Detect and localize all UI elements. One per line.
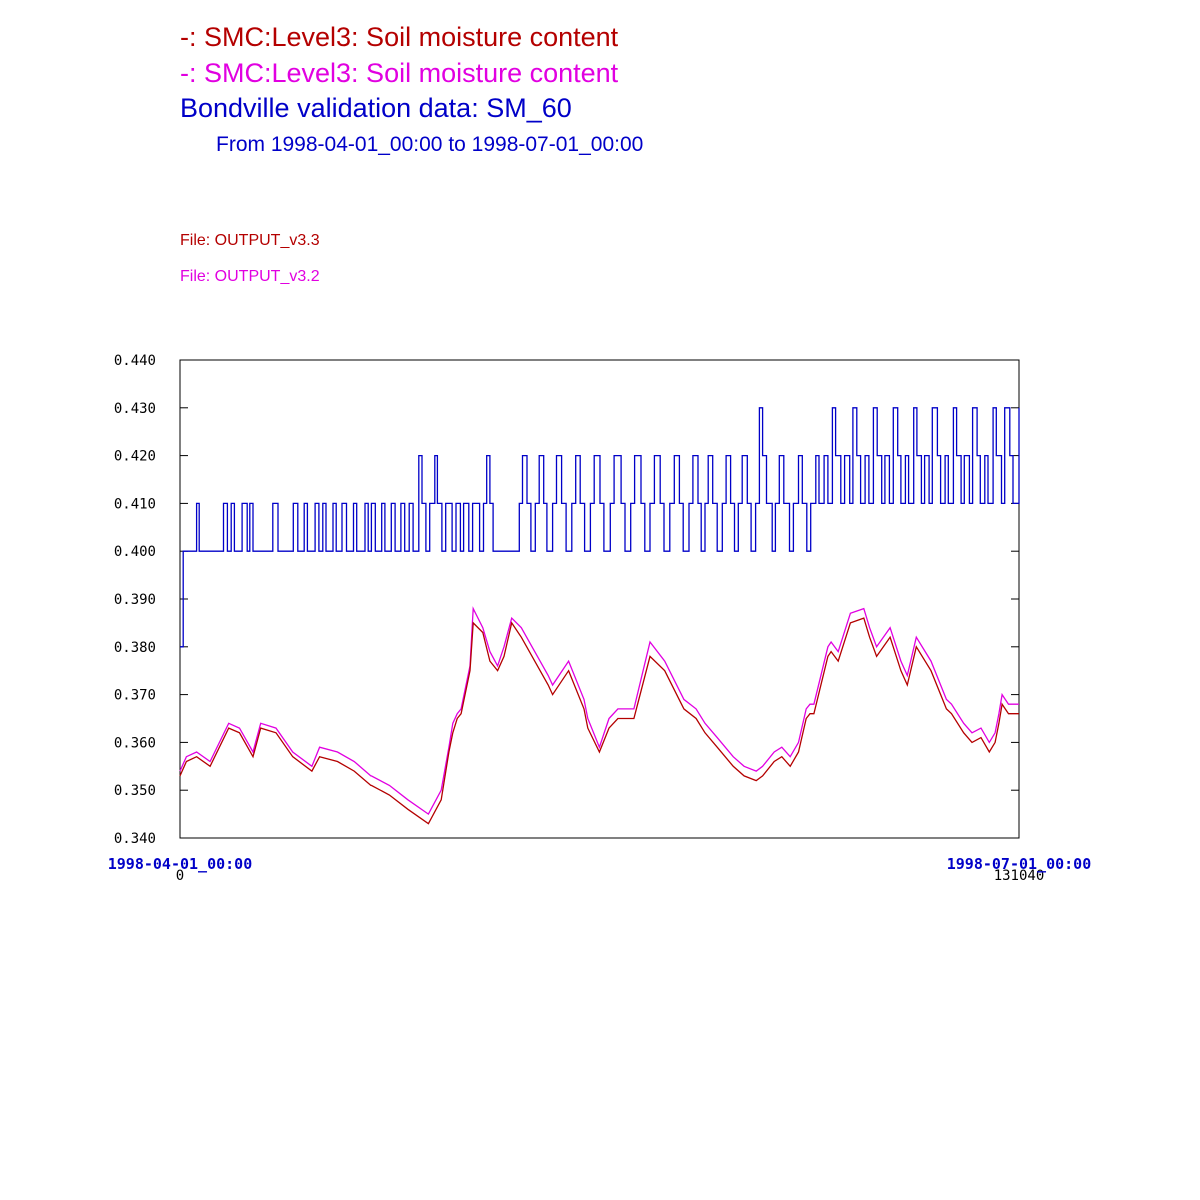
date-range-label: From 1998-04-01_00:00 to 1998-07-01_00:0… — [216, 133, 644, 156]
y-tick-label: 0.380 — [114, 640, 156, 656]
y-tick-label: 0.420 — [114, 449, 156, 465]
y-tick-label: 0.440 — [114, 353, 156, 369]
file-label-v32: File: OUTPUT_v3.2 — [180, 268, 320, 285]
x-date-label-end: 1998-07-01_00:00 — [947, 855, 1092, 873]
y-tick-label: 0.410 — [114, 496, 156, 512]
x-tick-label-end: 131040 — [994, 868, 1045, 884]
series-line-1 — [179, 606, 1019, 816]
y-tick-label: 0.350 — [114, 783, 156, 799]
title-line-v32: -: SMC:Level3: Soil moisture content — [180, 58, 619, 88]
series-line-2 — [180, 407, 1020, 648]
x-date-label-start: 1998-04-01_00:00 — [108, 855, 253, 873]
y-tick-label: 0.430 — [114, 401, 156, 417]
x-tick-label-start: 0 — [176, 868, 184, 884]
y-tick-label: 0.400 — [114, 544, 156, 560]
y-tick-label: 0.340 — [114, 831, 156, 847]
title-line-obs: Bondville validation data: SM_60 — [180, 93, 572, 123]
title-line-v33: -: SMC:Level3: Soil moisture content — [180, 22, 619, 52]
y-tick-label: 0.360 — [114, 735, 156, 751]
series-line-0 — [179, 617, 1019, 825]
file-label-v33: File: OUTPUT_v3.3 — [180, 232, 320, 249]
y-tick-label: 0.370 — [114, 688, 156, 704]
y-tick-label: 0.390 — [114, 592, 156, 608]
